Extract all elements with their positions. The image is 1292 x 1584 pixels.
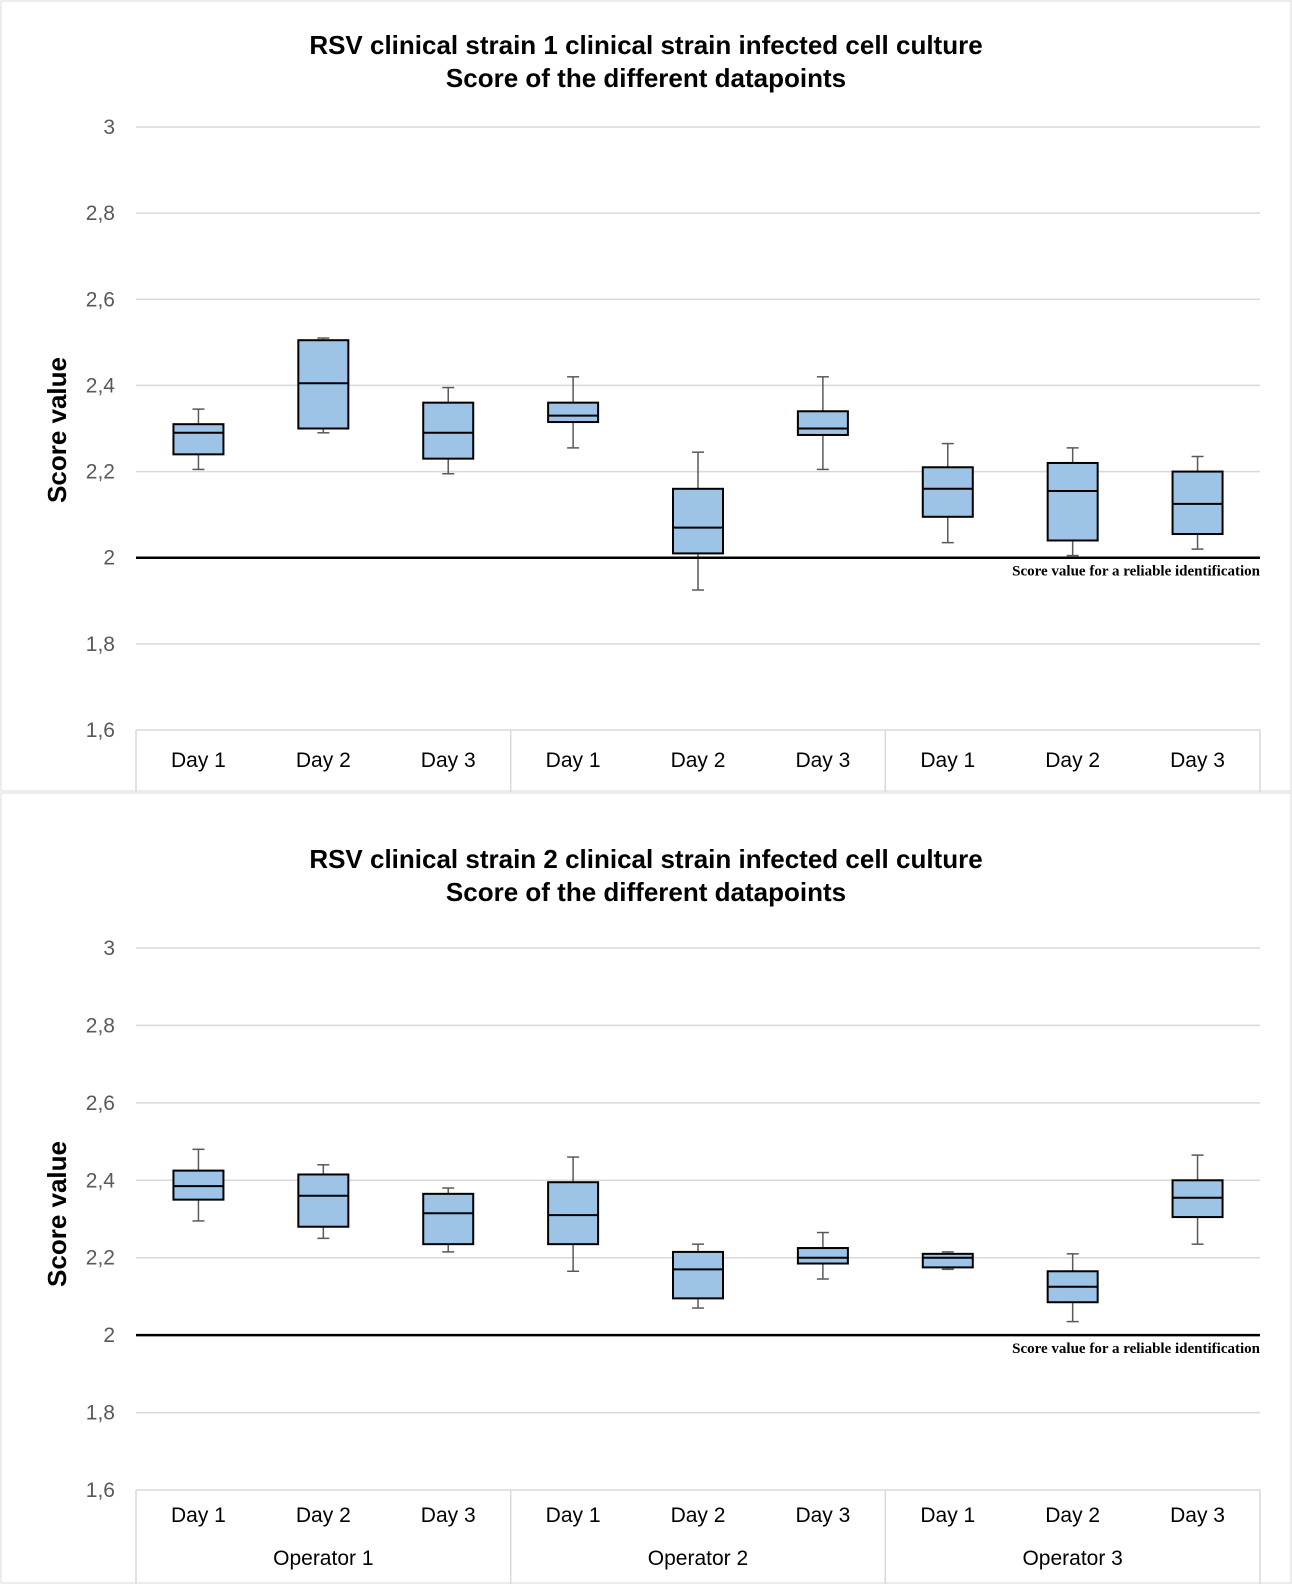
y-axis-label: Score value (42, 1141, 72, 1287)
y-tick-label: 1,6 (86, 1479, 115, 1502)
box-iqr (297, 1173, 350, 1228)
box-iqr (1046, 461, 1099, 542)
x-category-label: Day 1 (546, 1504, 601, 1527)
x-category-label: Day 1 (171, 749, 226, 772)
x-group-label: Operator 2 (648, 1547, 748, 1570)
y-tick-label: 2,4 (86, 374, 116, 397)
x-group-label: Operator 1 (273, 1547, 373, 1570)
box-1 (172, 408, 225, 471)
y-tick-label: 3 (103, 937, 115, 960)
chart-strain-2: RSV clinical strain 2 clinical strain in… (0, 792, 1292, 1584)
chart-panel-strain-2: RSV clinical strain 2 clinical strain in… (0, 792, 1292, 1584)
box-iqr (796, 1247, 849, 1265)
plot-area: 1,6 1,8 2 2,2 2,4 2,6 2,8 3 Day 1 Day 2 Day 3 Day 1… (86, 116, 1261, 792)
box-iqr (672, 487, 724, 555)
box-3 (422, 1187, 475, 1253)
x-category-label: Day 3 (1170, 1504, 1225, 1527)
box-8 (1046, 447, 1099, 557)
box-5 (672, 451, 724, 591)
box-iqr (796, 410, 849, 436)
y-tick-label: 2,6 (86, 1092, 115, 1115)
x-category-label: Day 2 (1045, 1504, 1100, 1527)
box-7 (921, 1251, 974, 1271)
box-iqr (547, 1181, 600, 1246)
box-2 (297, 337, 350, 434)
y-axis-label: Score value (42, 357, 72, 503)
y-tick-label: 2,8 (86, 202, 115, 225)
y-tick-label: 2,2 (86, 1247, 115, 1270)
box-9 (1171, 455, 1224, 550)
chart-subtitle: Score of the different datapoints (446, 877, 846, 907)
box-5 (672, 1243, 724, 1309)
box-4 (547, 1156, 600, 1273)
x-category-label: Day 1 (920, 1504, 975, 1527)
y-tick-label: 2 (103, 547, 115, 570)
box-7 (921, 442, 974, 544)
x-category-label: Day 2 (296, 1504, 351, 1527)
box-iqr (422, 401, 475, 460)
reference-line-label: Score value for a reliable identificatio… (1012, 1341, 1261, 1357)
box-iqr (547, 401, 600, 424)
x-category-label: Day 2 (671, 1504, 726, 1527)
y-tick-label: 3 (103, 116, 115, 139)
box-iqr (921, 1252, 974, 1269)
x-category-label: Day 2 (296, 749, 351, 772)
box-iqr (172, 423, 225, 456)
x-category-label: Day 1 (171, 1504, 226, 1527)
box-4 (547, 376, 600, 449)
box-1 (172, 1148, 225, 1222)
plot-area: 1,6 1,8 2 2,2 2,4 2,6 2,8 3 Day 1 Day 2 Day 3 Day 1… (86, 937, 1261, 1584)
y-tick-label: 1,8 (86, 633, 115, 656)
box-6 (796, 376, 849, 471)
chart-strain-1: RSV clinical strain 1 clinical strain in… (0, 0, 1292, 792)
box-iqr (672, 1250, 724, 1300)
box-3 (422, 386, 475, 475)
x-category-label: Day 3 (795, 749, 850, 772)
x-category-label: Day 1 (546, 749, 601, 772)
chart-panel-strain-1: RSV clinical strain 1 clinical strain in… (0, 0, 1292, 792)
box-iqr (297, 339, 350, 430)
y-tick-label: 1,6 (86, 719, 115, 742)
chart-title: RSV clinical strain 2 clinical strain in… (309, 844, 982, 874)
y-tick-label: 2,6 (86, 288, 115, 311)
box-9 (1171, 1154, 1224, 1245)
chart-title: RSV clinical strain 1 clinical strain in… (309, 30, 982, 60)
box-iqr (422, 1192, 475, 1246)
y-tick-label: 1,8 (86, 1402, 115, 1425)
reference-line-label: Score value for a reliable identificatio… (1012, 564, 1261, 580)
x-category-label: Day 3 (795, 1504, 850, 1527)
box-iqr (921, 466, 974, 518)
y-tick-label: 2,4 (86, 1169, 116, 1192)
box-8 (1046, 1253, 1099, 1323)
y-tick-label: 2 (103, 1324, 115, 1347)
x-category-label: Day 3 (421, 749, 476, 772)
y-tick-label: 2,8 (86, 1014, 115, 1037)
x-category-label: Day 3 (1170, 749, 1225, 772)
x-category-label: Day 1 (920, 749, 975, 772)
x-category-label: Day 2 (1045, 749, 1100, 772)
x-group-label: Operator 3 (1022, 1547, 1122, 1570)
chart-subtitle: Score of the different datapoints (446, 63, 846, 93)
y-tick-label: 2,2 (86, 461, 115, 484)
x-category-label: Day 3 (421, 1504, 476, 1527)
box-iqr (1171, 470, 1224, 536)
box-6 (796, 1231, 849, 1280)
box-2 (297, 1164, 350, 1240)
x-category-label: Day 2 (671, 749, 726, 772)
